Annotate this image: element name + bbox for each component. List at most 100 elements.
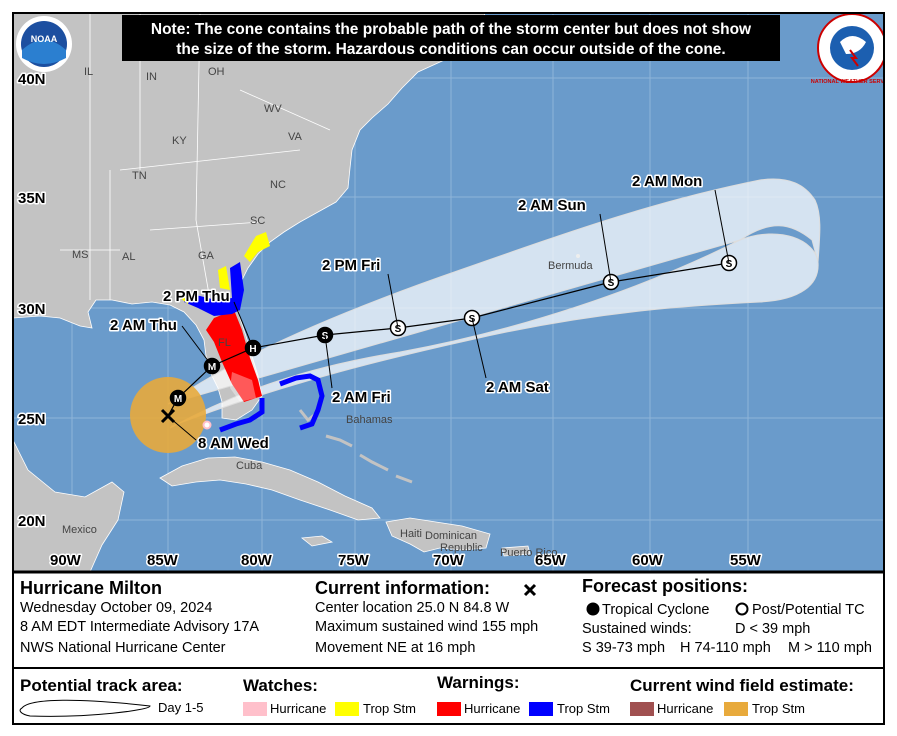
current-line: Maximum sustained wind 155 mph <box>315 619 538 635</box>
lon-label: 90W <box>50 552 82 569</box>
logo-cloud <box>840 36 866 54</box>
current-line: Movement NE at 16 mph <box>315 640 475 656</box>
swatch <box>724 702 748 716</box>
tropical-icon <box>586 602 600 616</box>
place-label: Haiti <box>400 528 422 540</box>
lat-label: 40N <box>18 71 46 88</box>
storm-advisory: 8 AM EDT Intermediate Advisory 17A <box>20 619 259 635</box>
warnings-heading: Warnings: <box>437 673 519 692</box>
post-icon <box>735 602 749 616</box>
note-box <box>122 15 780 61</box>
frame <box>12 12 885 725</box>
forecast-marker-letter: H <box>249 344 256 355</box>
noaa-logo: NOAA <box>16 16 72 72</box>
hurricane-watch-point <box>202 420 212 430</box>
forecast-label: 2 AM Sat <box>486 379 549 396</box>
legend-item: Trop Stm <box>363 701 416 716</box>
place-label: GA <box>198 250 215 262</box>
place-label: FL <box>218 337 231 349</box>
state-borders <box>60 13 331 301</box>
place-label: MS <box>72 249 89 261</box>
nws-logo: NATIONAL WEATHER SERVICE <box>811 13 894 85</box>
forecast-item: Tropical Cyclone <box>602 602 709 618</box>
lat-label: 35N <box>18 190 46 207</box>
puerto-rico <box>501 545 531 557</box>
storm-office: NWS National Hurricane Center <box>20 640 226 656</box>
forecast-marker-letter: M <box>174 394 182 405</box>
note-line: Note: The cone contains the probable pat… <box>151 21 752 38</box>
forecast-label: 2 AM Mon <box>632 173 702 190</box>
forecast-cone <box>167 178 821 429</box>
leader-line <box>169 417 197 441</box>
forecast-heading: Forecast positions: <box>582 576 748 596</box>
watches-heading: Watches: <box>243 676 318 695</box>
wind-field-heading: Current wind field estimate: <box>630 676 854 695</box>
forecast-item: S 39-73 mph <box>582 640 665 656</box>
leader-line <box>599 213 612 283</box>
place-label: WV <box>264 103 282 115</box>
bahamas <box>298 409 413 484</box>
lon-label: 55W <box>730 552 762 569</box>
legend-item: Trop Stm <box>557 701 610 716</box>
track-item: Day 1-5 <box>158 700 204 715</box>
forecast-label: 2 AM Thu <box>110 317 177 334</box>
lat-label: 20N <box>18 513 46 530</box>
place-label: OH <box>208 66 225 78</box>
lon-label: 65W <box>535 552 567 569</box>
logo-bolt <box>849 49 859 67</box>
trop-stm-warning-coast <box>219 373 325 433</box>
place-label: NC <box>270 179 286 191</box>
cuba <box>159 456 381 521</box>
forecast-label: 2 PM Fri <box>322 257 380 274</box>
logo-text: NOAA <box>31 34 58 44</box>
legend-item: Hurricane <box>270 701 326 716</box>
leader-line <box>387 273 399 329</box>
note-line: the size of the storm. Hazardous conditi… <box>176 41 725 58</box>
forecast-item: Post/Potential TC <box>752 602 865 618</box>
forecast-track: 8 AM Wed M M 2 AM Thu H 2 PM Thu S 2 AM Fri S 2 P… <box>109 172 738 454</box>
forecast-marker <box>169 389 187 407</box>
place-label: Bahamas <box>346 414 393 426</box>
forecast-item: M > 110 mph <box>788 640 872 656</box>
swatch <box>630 702 654 716</box>
place-label: VA <box>288 131 303 143</box>
logo-text: NATIONAL WEATHER SERVICE <box>811 79 894 85</box>
trop-stm-warning <box>184 262 244 316</box>
lon-label: 70W <box>433 552 465 569</box>
logo-wave <box>22 40 66 64</box>
place-label: Puerto Rico <box>500 547 557 559</box>
place-label: IL <box>84 66 93 78</box>
forecast-item: H 74-110 mph <box>680 640 771 656</box>
place-label: SC <box>250 215 265 227</box>
place-label: Cuba <box>236 460 263 472</box>
leader-line <box>471 317 487 379</box>
place-label: IN <box>146 71 157 83</box>
forecast-marker-letter: S <box>726 259 733 270</box>
mexico <box>13 439 125 572</box>
lat-label: 30N <box>18 301 46 318</box>
place-label: Republic <box>440 542 483 554</box>
trop-stm-watch <box>180 232 270 304</box>
place-label: AL <box>122 251 135 263</box>
place-label: Bermuda <box>548 260 594 272</box>
lon-label: 75W <box>338 552 370 569</box>
axis-labels: 40N 35N 30N 25N 20N 90W 85W 80W 75W 70W … <box>17 70 764 571</box>
lon-label: 80W <box>241 552 273 569</box>
forecast-label: 2 PM Thu <box>163 288 230 305</box>
place-label: TN <box>132 170 147 182</box>
legend-item: Hurricane <box>464 701 520 716</box>
forecast-marker-letter: M <box>208 362 216 373</box>
forecast-item: Sustained winds: <box>582 621 692 637</box>
forecast-item: D < 39 mph <box>735 621 810 637</box>
swatch <box>437 702 461 716</box>
place-labels: IL IN OHKYWVVATNNCSCGAALMSFLMexicoCubaBaha… <box>62 66 594 559</box>
swatch <box>243 702 267 716</box>
leader-line <box>324 334 333 389</box>
forecast-marker-letter: S <box>395 324 402 335</box>
forecast-label: 2 AM Fri <box>332 389 391 406</box>
legend-item: Hurricane <box>657 701 713 716</box>
hurricane-watch-overlap <box>230 372 256 402</box>
legend-item: Trop Stm <box>752 701 805 716</box>
